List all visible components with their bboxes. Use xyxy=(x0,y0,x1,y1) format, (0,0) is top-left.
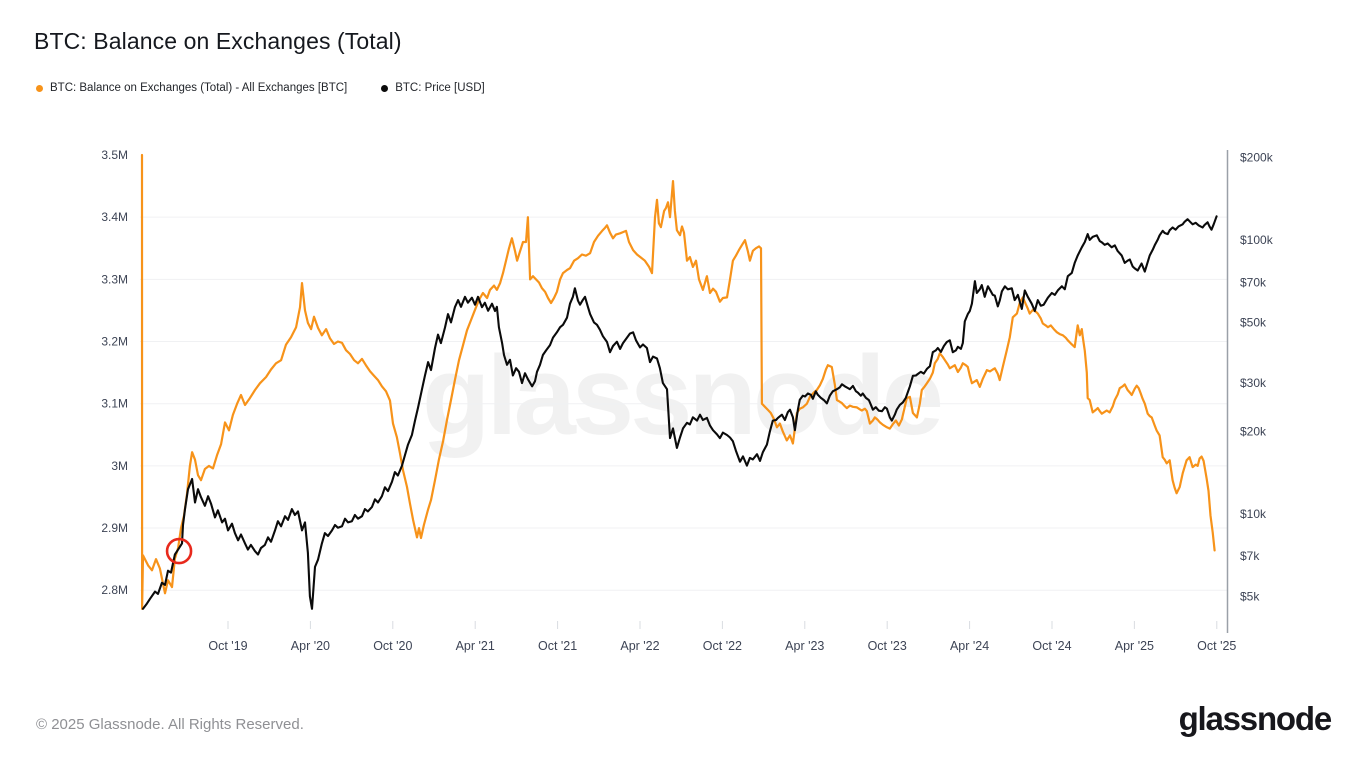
price-series-line xyxy=(141,215,1218,610)
legend-item-balance[interactable]: BTC: Balance on Exchanges (Total) - All … xyxy=(36,82,347,94)
y-right-tick-label: $100k xyxy=(1240,233,1274,247)
y-left-tick-label: 2.8M xyxy=(101,583,128,597)
page-title: BTC: Balance on Exchanges (Total) xyxy=(34,28,402,54)
x-tick-label: Oct '21 xyxy=(538,639,577,653)
legend-item-price[interactable]: BTC: Price [USD] xyxy=(381,82,485,94)
x-tick-label: Oct '23 xyxy=(868,639,907,653)
glassnode-logo: glassnode xyxy=(1178,700,1333,737)
y-right-tick-label: $7k xyxy=(1240,549,1260,563)
chart-legend: BTC: Balance on Exchanges (Total) - All … xyxy=(36,82,485,94)
red-circle-annotation xyxy=(165,537,193,565)
y-left-tick-label: 3.4M xyxy=(101,210,128,224)
x-tick-label: Oct '22 xyxy=(703,639,742,653)
x-tick-label: Apr '21 xyxy=(456,639,495,653)
x-tick-label: Oct '25 xyxy=(1197,639,1236,653)
legend-label-price: BTC: Price [USD] xyxy=(395,82,485,94)
x-tick-label: Apr '23 xyxy=(785,639,824,653)
y-left-tick-label: 3.2M xyxy=(101,335,128,349)
y-left-tick-label: 2.9M xyxy=(101,521,128,535)
gridlines xyxy=(140,216,1227,591)
glassnode-watermark: glassnode xyxy=(422,333,941,458)
y-left-tick-label: 3.1M xyxy=(101,397,128,411)
x-tick-label: Apr '22 xyxy=(620,639,659,653)
y-left-tick-label: 3.5M xyxy=(101,148,128,162)
y-left-tick-label: 3M xyxy=(111,459,128,473)
x-tick-label: Apr '20 xyxy=(291,639,330,653)
y-right-tick-label: $20k xyxy=(1240,424,1267,438)
y-axis-right: $200k $100k $70k $50k $30k $20k $10k $7k $5k xyxy=(1240,150,1274,603)
legend-dot-balance-icon xyxy=(36,84,43,92)
x-tick-label: Oct '20 xyxy=(373,639,412,653)
y-axis-left: 3.5M 3.4M 3.3M 3.2M 3.1M 3M 2.9M 2.8M xyxy=(101,148,128,597)
y-right-tick-label: $30k xyxy=(1240,376,1267,390)
x-tick-label: Oct '19 xyxy=(208,639,247,653)
balance-series-line xyxy=(140,153,1216,611)
y-right-tick-label: $50k xyxy=(1240,315,1267,329)
chart-plot-area[interactable]: glassnode Oct '19 Apr '20 Oct '20 Apr '21 Oc… xyxy=(0,0,1365,690)
x-tick-label: Apr '25 xyxy=(1115,639,1154,653)
copyright-text: © 2025 Glassnode. All Rights Reserved. xyxy=(36,716,304,733)
y-left-tick-label: 3.3M xyxy=(101,272,128,286)
x-tick-label: Oct '24 xyxy=(1032,639,1071,653)
y-right-tick-label: $5k xyxy=(1240,589,1260,603)
legend-label-balance: BTC: Balance on Exchanges (Total) - All … xyxy=(50,82,348,94)
x-axis: Oct '19 Apr '20 Oct '20 Apr '21 Oct '21 Apr '… xyxy=(208,621,1236,653)
x-tick-label: Apr '24 xyxy=(950,639,989,653)
legend-dot-price-icon xyxy=(381,84,389,92)
y-right-tick-label: $70k xyxy=(1240,275,1267,289)
y-right-tick-label: $10k xyxy=(1240,507,1267,521)
y-right-tick-label: $200k xyxy=(1240,150,1274,164)
